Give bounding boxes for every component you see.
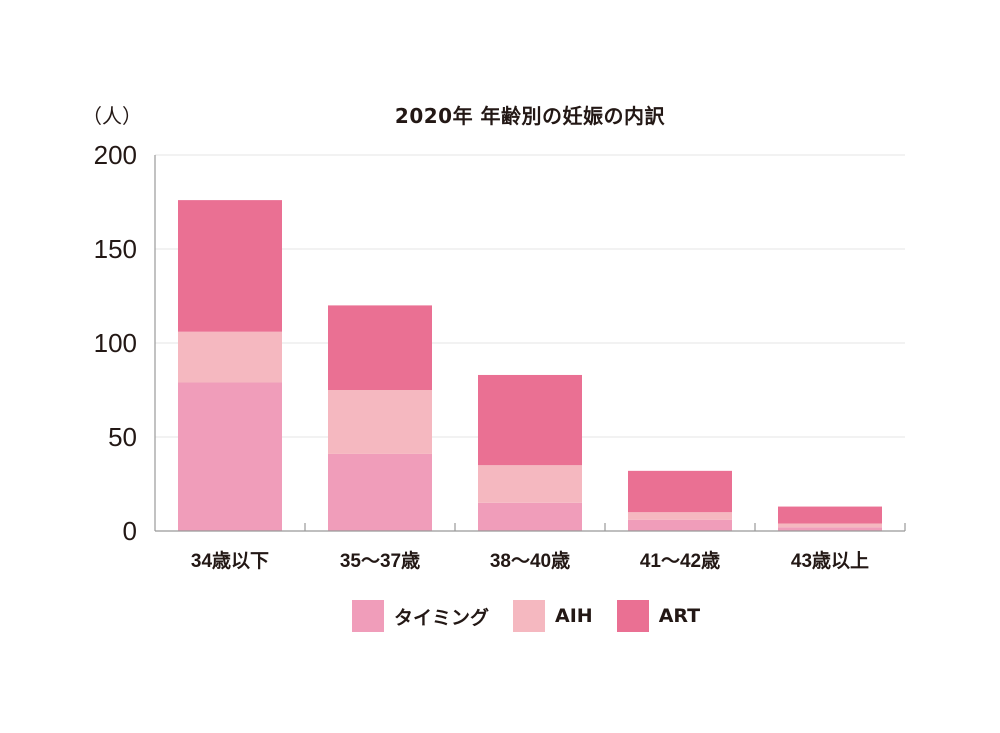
bar-segment-4-series-1: [628, 519, 732, 531]
y-tick-label-150: 150: [94, 234, 137, 264]
y-tick-label-100: 100: [94, 328, 137, 358]
legend-item-aih: AIH: [513, 600, 593, 632]
legend-label-aih: AIH: [555, 605, 593, 627]
axes: [154, 155, 906, 532]
legend-label-art: ART: [658, 605, 701, 627]
y-tick-label-50: 50: [108, 422, 137, 452]
bar-segment-3-series-2: [478, 465, 582, 503]
legend-label-timing: タイミング: [394, 606, 490, 629]
x-tick-labels: 34歳以下 35〜37歳 38〜40歳 41〜42歳 43歳以上: [191, 550, 869, 572]
y-tick-labels: 0 50 100 150 200: [94, 140, 137, 546]
y-tick-label-0: 0: [123, 516, 137, 546]
legend-swatch-art: [616, 600, 649, 632]
x-tick-label-4: 41〜42歳: [640, 550, 720, 572]
bar-segment-5-series-2: [778, 523, 882, 528]
y-axis-unit: （人）: [82, 104, 142, 128]
x-tick-label-1: 34歳以下: [191, 550, 269, 572]
bar-segment-2-series-1: [328, 453, 432, 531]
x-tick-label-5: 43歳以上: [791, 550, 869, 572]
bar-segment-2-series-2: [328, 390, 432, 454]
bar-segment-1-series-3: [178, 200, 282, 332]
chart-title: 2020年 年齢別の妊娠の内訳: [394, 104, 666, 128]
legend-swatch-aih: [513, 600, 546, 632]
bar-segment-1-series-1: [178, 382, 282, 531]
bar-segment-5-series-1: [778, 527, 882, 531]
y-tick-label-200: 200: [94, 140, 137, 170]
legend-item-art: ART: [616, 600, 701, 632]
bar-segment-4-series-2: [628, 512, 732, 520]
bars: [178, 200, 882, 531]
x-tick-label-2: 35〜37歳: [340, 550, 420, 572]
bar-segment-2-series-3: [328, 305, 432, 390]
legend-item-timing: タイミング: [352, 600, 489, 632]
bar-segment-3-series-1: [478, 502, 582, 531]
bar-segment-1-series-2: [178, 331, 282, 383]
legend: タイミング AIH ART: [352, 600, 724, 632]
bar-segment-4-series-3: [628, 470, 732, 513]
x-tick-label-3: 38〜40歳: [490, 550, 570, 572]
legend-swatch-timing: [352, 600, 384, 632]
bar-segment-3-series-3: [478, 374, 582, 466]
bar-segment-5-series-3: [778, 506, 882, 524]
